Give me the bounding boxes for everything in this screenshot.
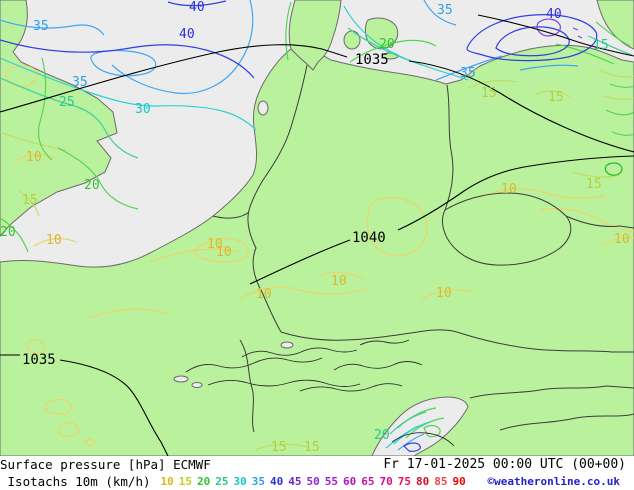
- scale-value-60: 60: [343, 475, 357, 488]
- isotach-value-label: 40: [546, 7, 562, 22]
- isotach-value-label: 25: [59, 95, 75, 110]
- terrain-alps: [185, 339, 455, 447]
- scale-value-35: 35: [251, 475, 266, 488]
- contours-15: [0, 69, 634, 451]
- valid-time: Fr 17-01-2025 00:00 UTC (00+00): [383, 457, 626, 472]
- isotach-value-label: 10: [256, 287, 272, 302]
- isotach-value-label: 15: [304, 440, 320, 455]
- isotach-value-label: 15: [271, 440, 287, 455]
- isobar-1035-north: [0, 44, 348, 113]
- isotach-value-label: 10: [614, 232, 630, 247]
- isotach-value-label: 20: [379, 37, 395, 52]
- scale-value-25: 25: [215, 475, 229, 488]
- isobar-1035-north-east: [408, 60, 634, 153]
- isobar-1035-south-east: [59, 359, 169, 457]
- isobars: [0, 14, 634, 457]
- scale-value-30: 30: [233, 475, 247, 488]
- scale-value-55: 55: [324, 475, 339, 488]
- scale-value-70: 70: [379, 475, 393, 488]
- isotach-value-label: 35: [460, 66, 476, 81]
- weather-map: 40 40 40 35 35 35 35 30 25 20 20 20 20 15 15 15 15 15 15 15…: [0, 0, 634, 457]
- scale-value-85: 85: [434, 475, 448, 488]
- ijsselmeer: [257, 100, 269, 116]
- isotach-value-label: 20: [0, 225, 16, 240]
- copyright-text: ©weatheronline.co.uk: [487, 475, 620, 488]
- isotach-value-label: 10: [207, 237, 223, 252]
- scale-value-40: 40: [270, 475, 284, 488]
- scale-value-10: 10: [160, 475, 174, 488]
- pressure-value-label: 1040: [352, 230, 386, 246]
- isotach-value-label: 10: [26, 150, 42, 165]
- scale-value-15: 15: [178, 475, 193, 488]
- isobar-1040-west: [249, 239, 351, 285]
- isobar-1040-east: [397, 155, 634, 231]
- isotach-value-label: 40: [179, 27, 195, 42]
- land-jutland: [288, 0, 342, 71]
- isotach-value-label: 30: [135, 102, 151, 117]
- lake-constance: [280, 341, 294, 349]
- contours-45: [536, 18, 583, 39]
- scale-value-80: 80: [416, 475, 430, 488]
- land-britain: [0, 0, 118, 237]
- lake-neuchatel: [191, 382, 203, 388]
- isotach-value-label: 10: [436, 286, 452, 301]
- pressure-value-label: 1035: [22, 352, 56, 368]
- isotach-value-label: 15: [22, 193, 38, 208]
- scale-value-65: 65: [361, 475, 375, 488]
- scale-value-75: 75: [397, 475, 412, 488]
- isobar-baltic: [477, 14, 634, 57]
- isotach-scale: 10 15 20 25 30 35 40 45 50 55 60 65 70 75 80 85 90: [161, 475, 471, 488]
- isotach-legend-title: Isotachs 10m (km/h): [0, 474, 151, 489]
- map-title: Surface pressure [hPa] ECMWF: [0, 457, 211, 472]
- isotach-value-label: 40: [189, 0, 205, 15]
- isotach-value-label: 10: [331, 274, 347, 289]
- legend-row-1: Surface pressure [hPa] ECMWF Fr 17-01-20…: [0, 456, 634, 473]
- lake-geneva: [173, 375, 189, 383]
- isotach-value-label: 20: [374, 428, 390, 443]
- scale-value-20: 20: [197, 475, 211, 488]
- scale-value-50: 50: [306, 475, 320, 488]
- isotach-value-label: 10: [501, 182, 517, 197]
- legend-bar: Surface pressure [hPa] ECMWF Fr 17-01-20…: [0, 456, 634, 490]
- island-funen: [343, 30, 361, 50]
- isotach-labels: 40 40 40 35 35 35 35 30 25 20 20 20 20 15 15 15 15 15 15 15…: [0, 0, 630, 455]
- map-svg: 40 40 40 35 35 35 35 30 25 20 20 20 20 15 15 15 15 15 15 15…: [0, 0, 634, 457]
- isotach-value-label: 15: [586, 177, 602, 192]
- isotach-value-label: 35: [33, 19, 49, 34]
- isotach-value-label: 15: [481, 86, 497, 101]
- scale-value-45: 45: [288, 475, 302, 488]
- isotach-value-label: 10: [46, 233, 62, 248]
- isotach-value-label: 15: [593, 38, 609, 53]
- country-borders: [212, 64, 634, 433]
- land-sweden: [596, 0, 634, 50]
- isotach-value-label: 35: [437, 3, 453, 18]
- scale-value-90: 90: [452, 475, 466, 488]
- isotach-value-label: 10: [216, 245, 232, 260]
- isotach-value-label: 20: [84, 178, 100, 193]
- isotach-value-label: 35: [72, 75, 88, 90]
- isotach-value-label: 15: [548, 90, 564, 105]
- legend-row-2: Isotachs 10m (km/h) 10 15 20 25 30 35 40 45 50 55…: [0, 473, 634, 490]
- pressure-value-label: 1035: [355, 52, 389, 68]
